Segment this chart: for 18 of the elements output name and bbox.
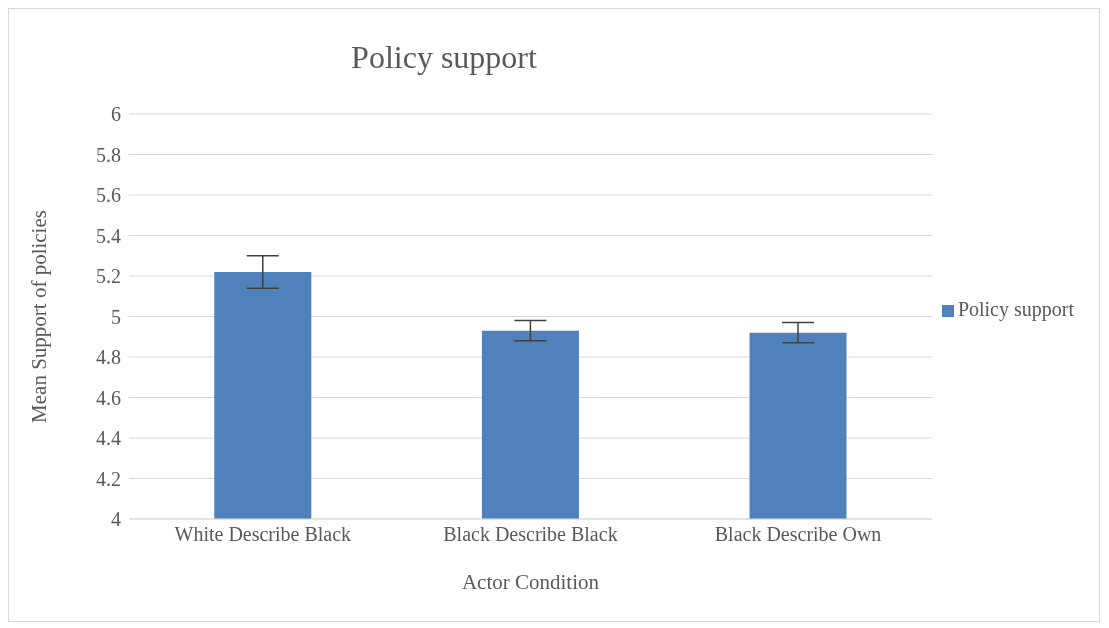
- y-tick-label: 4: [111, 508, 121, 531]
- x-tick-label: Black Describe Own: [714, 523, 882, 546]
- y-tick-label: 6: [111, 103, 121, 126]
- y-tick-label: 4.6: [96, 386, 121, 409]
- y-tick-label: 4.4: [96, 427, 121, 450]
- legend-label: Policy support: [957, 297, 1074, 320]
- y-tick-label: 5.2: [96, 265, 121, 288]
- y-tick-label: 4.2: [96, 467, 121, 490]
- y-tick-label: 5: [111, 305, 121, 328]
- y-axis-title: Mean Support of policies: [27, 210, 52, 423]
- x-tick-label: White Describe Black: [174, 523, 352, 546]
- y-tick-label: 5.6: [96, 184, 121, 207]
- x-tick-label: Black Describe Black: [443, 523, 618, 546]
- y-tick-label: 5.8: [96, 143, 121, 166]
- chart-title: Policy support: [350, 39, 538, 76]
- y-tick-label: 4.8: [96, 346, 121, 369]
- x-axis-title: Actor Condition: [461, 570, 600, 594]
- y-tick-label: 5.4: [96, 224, 121, 247]
